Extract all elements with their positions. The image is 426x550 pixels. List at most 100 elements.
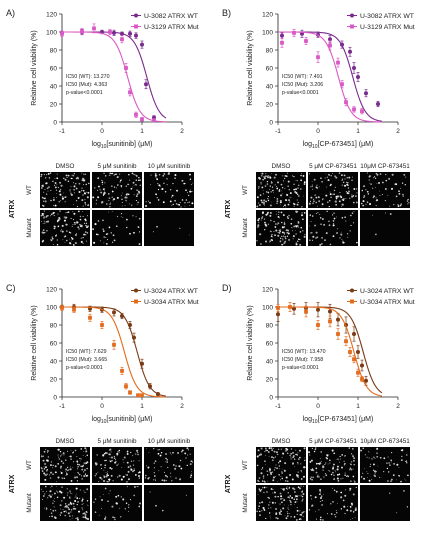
micro-cell	[267, 175, 269, 177]
micro-cell	[127, 183, 129, 186]
micro-cell	[398, 192, 401, 195]
micro-cell	[111, 505, 114, 508]
micro-cell	[121, 198, 123, 201]
micro-cell	[111, 190, 114, 193]
data-point	[112, 310, 116, 315]
micro-cell	[314, 448, 317, 451]
micro-cell	[293, 203, 296, 206]
micro-cell	[116, 464, 118, 466]
micro-cell	[125, 474, 127, 476]
micro-cell	[290, 222, 293, 225]
micro-cell	[376, 173, 379, 176]
micro-cell	[314, 194, 317, 196]
micro-cell	[312, 469, 315, 472]
micro-cell	[87, 191, 90, 194]
micro-cell	[85, 455, 87, 457]
micro-cell	[124, 508, 126, 510]
micro-cell	[256, 205, 259, 208]
micro-cell	[98, 514, 100, 516]
micro-cell	[259, 489, 262, 492]
micro-cell	[333, 478, 336, 481]
micro-cells	[308, 172, 358, 208]
micro-cell	[269, 230, 272, 232]
micro-cell	[283, 233, 285, 235]
micro-cell	[297, 461, 299, 464]
micro-cell	[348, 193, 350, 195]
micro-cell	[116, 215, 119, 218]
micro-cell	[86, 232, 89, 234]
micro-cell	[387, 456, 389, 458]
micro-cell	[300, 173, 302, 174]
micro-cell	[271, 471, 274, 473]
micro-cell	[70, 492, 72, 494]
data-point	[328, 43, 332, 48]
micro-cell	[270, 231, 272, 233]
micro-cell	[282, 488, 285, 491]
micro-cell	[117, 476, 119, 478]
micro-cell	[40, 488, 42, 490]
micro-cell	[292, 456, 294, 459]
micro-cell	[261, 489, 263, 491]
micro-cell	[286, 511, 288, 513]
micro-cell	[265, 191, 268, 193]
micro-cell	[275, 211, 277, 212]
data-point	[304, 39, 308, 43]
micro-cell	[344, 216, 346, 219]
micro-cell	[287, 512, 289, 515]
micro-cell	[138, 460, 140, 462]
micro-cell	[287, 507, 289, 509]
micro-cell	[341, 239, 343, 240]
micro-cell	[165, 457, 167, 460]
micro-cell	[155, 479, 156, 481]
micro-cell	[373, 456, 375, 458]
micro-cell	[336, 512, 338, 514]
y-axis-label: Relative cell viability (%)	[247, 305, 254, 380]
micro-cell	[79, 489, 81, 491]
micro-cell	[40, 455, 43, 458]
micro-cell	[167, 172, 170, 175]
micro-cell	[287, 480, 289, 482]
micro-cell	[387, 471, 390, 473]
micro-cell	[108, 174, 110, 176]
micro-cell	[86, 467, 88, 470]
micro-cell	[260, 199, 263, 202]
micro-cell	[363, 185, 366, 187]
micro-cell	[189, 453, 191, 455]
y-tick-label: 0	[53, 120, 57, 127]
micro-cell	[325, 232, 328, 235]
micro-cell	[319, 501, 321, 503]
micro-cell	[45, 509, 47, 511]
micro-cell	[267, 197, 269, 200]
micro-cell	[334, 200, 337, 203]
data-point	[360, 363, 364, 368]
micro-cell	[270, 182, 272, 184]
micro-cell	[108, 478, 111, 481]
data-point	[344, 100, 348, 105]
micro-cell	[166, 461, 168, 463]
micro-column-label: 10μM CP-673451	[360, 438, 410, 445]
micro-cell	[191, 182, 193, 184]
data-point	[352, 66, 356, 70]
micro-cell	[71, 237, 74, 240]
micro-cell	[122, 475, 125, 478]
micro-row-label: WT	[26, 460, 33, 470]
micro-cell	[72, 515, 74, 517]
micro-cell	[285, 476, 288, 479]
micro-cell	[86, 511, 88, 513]
micro-cell	[302, 175, 305, 177]
micro-cell	[333, 452, 336, 455]
micro-cell	[390, 480, 392, 482]
legend-label: U-3082 ATRX WT	[144, 13, 198, 20]
micro-cell	[406, 506, 408, 508]
micro-cell	[366, 456, 368, 458]
micro-cell	[332, 501, 334, 503]
data-point	[144, 82, 148, 87]
micro-cell	[288, 497, 291, 499]
micro-cell	[174, 177, 176, 179]
micro-cell	[74, 234, 77, 236]
micro-cell	[311, 478, 313, 481]
micro-cell	[110, 452, 112, 454]
x-axis-label: log10[sunitinib] (μM)	[92, 416, 153, 425]
micro-cell	[73, 204, 74, 205]
